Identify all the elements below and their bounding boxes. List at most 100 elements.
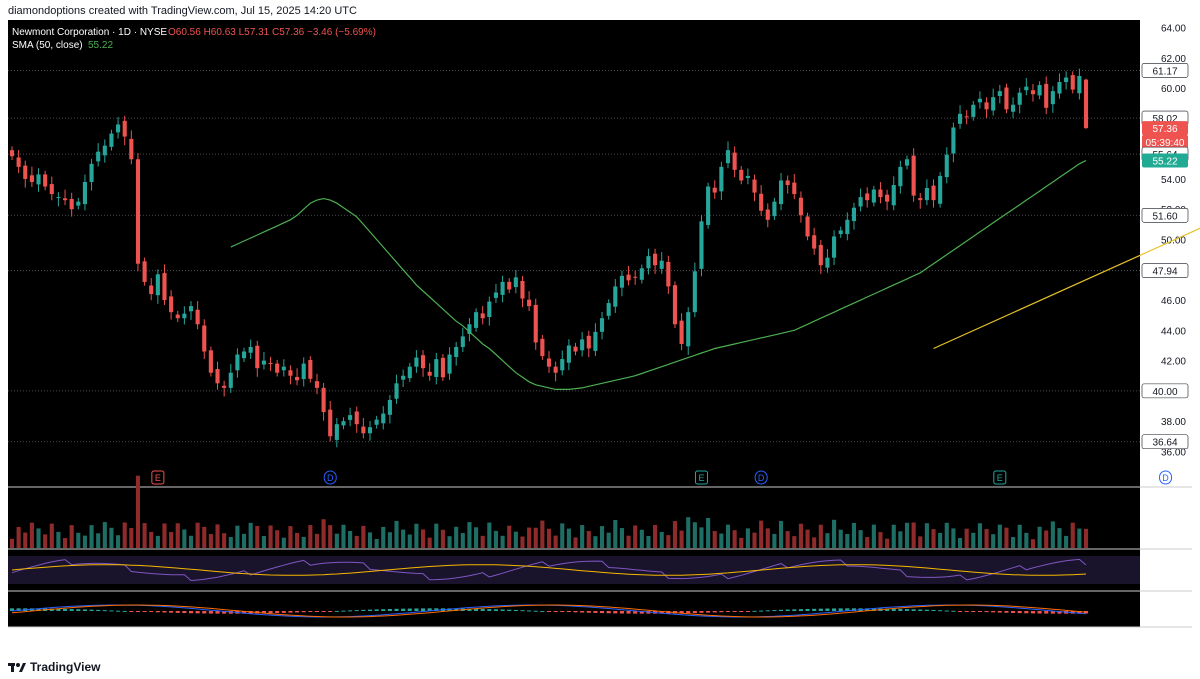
macd-histogram-bar <box>593 611 598 613</box>
volume-bar <box>62 538 68 548</box>
volume-bar <box>778 520 784 548</box>
candle <box>619 275 624 288</box>
volume-bar <box>1083 528 1089 548</box>
candle <box>454 346 459 357</box>
macd-histogram-bar <box>964 611 969 612</box>
volume-bar <box>580 525 585 548</box>
volume-bar <box>1011 537 1016 548</box>
candle <box>142 261 147 282</box>
event-marker[interactable] <box>754 470 768 485</box>
price-label: 47.94 <box>1152 267 1177 278</box>
candle <box>765 209 770 220</box>
macd-histogram-bar <box>812 608 817 611</box>
volume-bar <box>208 533 213 548</box>
candle <box>692 271 697 313</box>
volume-bar <box>957 538 963 548</box>
event-marker[interactable] <box>993 470 1007 485</box>
volume-bar <box>891 524 896 548</box>
volume-bar <box>1037 526 1042 548</box>
volume-bar <box>43 534 48 548</box>
macd-histogram-bar <box>891 608 896 611</box>
volume-bar <box>241 533 247 548</box>
macd-histogram-bar <box>314 611 320 612</box>
macd-histogram-bar <box>686 611 691 614</box>
volume-bar <box>348 531 353 548</box>
volume-bar <box>818 524 823 548</box>
volume-bar <box>275 530 280 548</box>
macd-histogram-bar <box>513 609 518 611</box>
price-tick-label: 54.00 <box>1161 175 1186 186</box>
volume-bar <box>566 528 571 548</box>
trendline[interactable] <box>933 109 1200 350</box>
candle <box>215 369 220 384</box>
volume-bar <box>540 520 545 548</box>
macd-histogram-bar <box>1077 611 1082 614</box>
volume-bar <box>1004 527 1009 548</box>
candle <box>175 314 180 319</box>
macd-histogram-bar <box>102 610 107 612</box>
volume-bar <box>772 533 777 548</box>
candle <box>527 299 532 307</box>
price-label: 51.60 <box>1152 211 1177 222</box>
price-label-box <box>1141 263 1189 278</box>
volume-bar <box>314 533 320 548</box>
volume-bar <box>706 517 711 548</box>
macd-histogram-bar <box>328 611 333 612</box>
macd-histogram-bar <box>778 609 784 611</box>
macd-histogram-bar <box>619 611 624 614</box>
candle <box>261 360 266 365</box>
event-marker-letter: E <box>155 473 161 483</box>
rsi-ma-line <box>11 564 1087 576</box>
volume-bar <box>732 530 737 548</box>
macd-histogram-bar <box>222 611 227 614</box>
candle <box>122 120 127 137</box>
candle <box>593 331 598 351</box>
volume-bar <box>361 525 366 548</box>
candle <box>633 276 638 278</box>
event-marker-letter: E <box>698 473 704 483</box>
candle <box>76 201 81 206</box>
macd-histogram-bar <box>129 611 134 612</box>
candle <box>361 426 366 434</box>
volume-bar <box>321 519 326 548</box>
candle <box>977 98 982 103</box>
candle <box>540 338 545 357</box>
volume-bar <box>454 526 459 548</box>
volume-bar <box>23 532 28 548</box>
macd-histogram-bar <box>341 610 346 612</box>
volume-bar <box>885 538 890 548</box>
event-marker[interactable] <box>1159 470 1173 485</box>
volume-bar <box>938 532 943 548</box>
volume-bar <box>679 530 684 548</box>
macd-histogram-bar <box>182 611 187 614</box>
candle <box>686 312 691 347</box>
macd-histogram-bar <box>96 609 101 611</box>
volume-bar <box>812 537 817 548</box>
macd-histogram-bar <box>9 608 15 611</box>
macd-histogram-bar <box>334 610 339 612</box>
candle <box>1057 82 1062 94</box>
macd-histogram-bar <box>288 611 293 613</box>
event-marker[interactable] <box>151 470 165 485</box>
volume-bar <box>977 523 982 548</box>
macd-histogram-bar <box>818 608 823 611</box>
volume-bar <box>1044 530 1049 548</box>
candle <box>288 370 293 376</box>
candle <box>725 150 731 164</box>
macd-histogram-bar <box>659 611 664 614</box>
volume-bar <box>759 520 764 548</box>
price-tick-label: 44.00 <box>1161 326 1186 337</box>
candle <box>586 335 591 349</box>
candle <box>62 198 68 201</box>
candle <box>878 189 883 198</box>
candle <box>414 357 419 367</box>
event-marker[interactable] <box>694 470 708 485</box>
event-marker[interactable] <box>323 470 337 485</box>
volume-bar <box>586 531 591 548</box>
volume-bar <box>858 530 863 548</box>
candle <box>195 309 200 325</box>
event-marker-letter: D <box>758 473 765 483</box>
macd-histogram-bar <box>679 611 684 614</box>
candle <box>931 185 936 201</box>
